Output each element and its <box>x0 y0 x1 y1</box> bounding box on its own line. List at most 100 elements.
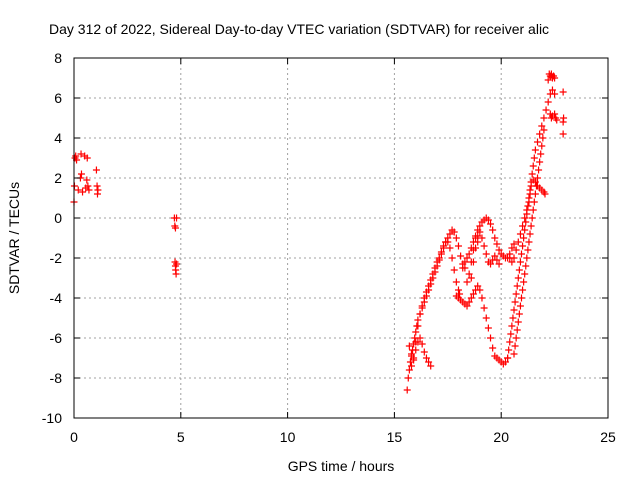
data-point-marker <box>511 342 519 350</box>
data-point-marker <box>514 318 522 326</box>
data-point-marker <box>465 298 473 306</box>
data-point-marker <box>540 126 548 134</box>
y-tick-label: -2 <box>50 250 63 266</box>
data-point-marker <box>521 214 529 222</box>
data-point-marker <box>461 258 469 266</box>
x-tick-label: 10 <box>280 429 296 445</box>
data-point-marker <box>429 270 437 278</box>
axis-ticks: 0 5 10 15 20 25 -10 -8 -6 -4 -2 0 2 4 6 8 <box>42 50 616 445</box>
data-point-marker <box>412 328 420 336</box>
data-point-marker <box>529 162 537 170</box>
data-point-marker <box>450 266 458 274</box>
data-point-marker <box>412 338 420 346</box>
data-point-marker <box>403 386 411 394</box>
data-point-marker <box>541 190 549 198</box>
data-point-marker <box>463 278 471 286</box>
data-point-marker <box>516 258 524 266</box>
data-point-marker <box>516 230 524 238</box>
data-point-marker <box>509 314 517 322</box>
y-tick-label: 6 <box>54 90 62 106</box>
data-point-marker <box>507 330 515 338</box>
y-tick-label: -4 <box>50 290 63 306</box>
data-point-marker <box>84 182 92 190</box>
plot-frame <box>73 57 609 419</box>
data-point-marker <box>551 90 559 98</box>
data-point-marker <box>482 250 490 258</box>
x-tick-label: 25 <box>600 429 616 445</box>
data-point-marker <box>517 250 525 258</box>
data-point-marker <box>514 274 522 282</box>
x-axis-label: GPS time / hours <box>288 458 395 474</box>
data-point-marker <box>412 346 420 354</box>
data-point-marker <box>560 114 568 122</box>
data-point-marker <box>433 258 441 266</box>
data-point-marker <box>531 178 539 186</box>
data-point-marker <box>512 246 520 254</box>
y-tick-label: 4 <box>54 130 62 146</box>
data-point-marker <box>420 294 428 302</box>
data-point-marker <box>522 262 530 270</box>
data-point-marker <box>508 322 516 330</box>
data-point-marker <box>444 238 452 246</box>
data-point-marker <box>480 242 488 250</box>
data-point-marker <box>520 278 528 286</box>
x-tick-label: 0 <box>70 429 78 445</box>
data-point-marker <box>524 202 532 210</box>
data-point-marker <box>454 286 462 294</box>
data-point-marker <box>508 258 516 266</box>
data-point-marker <box>539 134 547 142</box>
data-point-marker <box>538 122 546 130</box>
data-point-marker <box>511 298 519 306</box>
data-point-marker <box>467 274 475 282</box>
data-point-marker <box>501 358 509 366</box>
data-point-marker <box>448 254 456 262</box>
data-point-marker <box>487 260 495 268</box>
data-point-marker <box>85 186 93 194</box>
data-point-marker <box>467 258 475 266</box>
data-point-marker <box>414 316 422 324</box>
data-point-marker <box>425 282 433 290</box>
data-point-marker <box>551 74 559 82</box>
data-point-marker <box>469 290 477 298</box>
data-point-marker <box>416 310 424 318</box>
data-point-marker <box>525 198 533 206</box>
data-point-marker <box>452 234 460 242</box>
data-point-marker <box>476 222 484 230</box>
data-point-marker <box>491 234 499 242</box>
data-point-marker <box>418 302 426 310</box>
data-point-marker <box>431 264 439 272</box>
data-point-marker <box>478 294 486 302</box>
data-point-marker <box>474 282 482 290</box>
data-point-marker <box>519 286 527 294</box>
data-point-marker <box>519 222 527 230</box>
data-point-marker <box>514 238 522 246</box>
data-point-marker <box>489 226 497 234</box>
data-point-marker <box>559 88 567 96</box>
data-point-marker <box>493 240 501 248</box>
data-point-marker <box>425 358 433 366</box>
data-point-marker <box>171 224 179 232</box>
data-point-marker <box>542 106 550 114</box>
y-axis-label: SDTVAR / TECUs <box>6 182 22 294</box>
data-point-marker <box>72 152 80 160</box>
data-point-marker <box>538 142 546 150</box>
data-point-marker <box>548 86 556 94</box>
data-point-marker <box>527 222 535 230</box>
data-point-marker <box>427 362 435 370</box>
data-point-marker <box>79 188 87 196</box>
data-point-marker <box>92 166 100 174</box>
data-point-marker <box>536 130 544 138</box>
x-tick-label: 20 <box>493 429 509 445</box>
data-point-marker <box>472 234 480 242</box>
data-point-marker <box>404 374 412 382</box>
data-point-marker <box>513 282 521 290</box>
data-point-marker <box>528 214 536 222</box>
y-tick-label: -6 <box>50 330 63 346</box>
data-point-marker <box>463 302 471 310</box>
data-point-marker <box>493 256 501 264</box>
data-point-marker <box>512 290 520 298</box>
data-point-marker <box>510 350 518 358</box>
data-point-marker <box>559 130 567 138</box>
data-point-marker <box>528 170 536 178</box>
data-point-marker <box>544 98 552 106</box>
